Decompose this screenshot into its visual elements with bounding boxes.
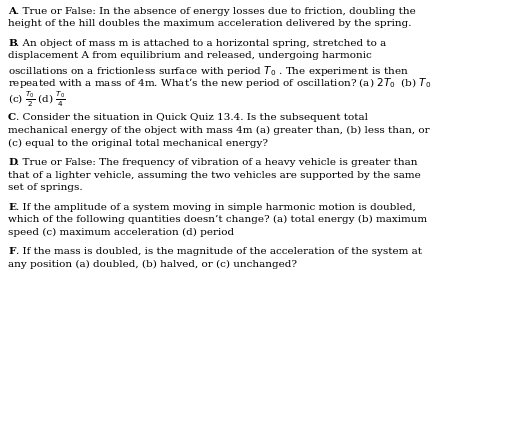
Text: speed (c) maximum acceleration (d) period: speed (c) maximum acceleration (d) perio… xyxy=(8,227,234,237)
Text: C: C xyxy=(8,114,16,122)
Text: D: D xyxy=(8,158,17,167)
Text: E: E xyxy=(8,203,16,211)
Text: . If the amplitude of a system moving in simple harmonic motion is doubled,: . If the amplitude of a system moving in… xyxy=(16,203,416,211)
Text: which of the following quantities doesn’t change? (a) total energy (b) maximum: which of the following quantities doesn’… xyxy=(8,215,427,224)
Text: repeated with a mass of 4m. What’s the new period of oscillation? (a) $2T_0$  (b: repeated with a mass of 4m. What’s the n… xyxy=(8,76,432,90)
Text: height of the hill doubles the maximum acceleration delivered by the spring.: height of the hill doubles the maximum a… xyxy=(8,19,412,29)
Text: (c) equal to the original total mechanical energy?: (c) equal to the original total mechanic… xyxy=(8,138,268,148)
Text: mechanical energy of the object with mass 4m (a) greater than, (b) less than, or: mechanical energy of the object with mas… xyxy=(8,126,430,135)
Text: oscillations on a frictionless surface with period $T_0$ . The experiment is the: oscillations on a frictionless surface w… xyxy=(8,64,409,78)
Text: set of springs.: set of springs. xyxy=(8,183,82,192)
Text: . Consider the situation in Quick Quiz 13.4. Is the subsequent total: . Consider the situation in Quick Quiz 1… xyxy=(16,114,368,122)
Text: that of a lighter vehicle, assuming the two vehicles are supported by the same: that of a lighter vehicle, assuming the … xyxy=(8,170,421,179)
Text: F: F xyxy=(8,247,15,256)
Text: . True or False: The frequency of vibration of a heavy vehicle is greater than: . True or False: The frequency of vibrat… xyxy=(16,158,417,167)
Text: B: B xyxy=(8,39,17,48)
Text: displacement A from equilibrium and released, undergoing harmonic: displacement A from equilibrium and rele… xyxy=(8,51,372,60)
Text: any position (a) doubled, (b) halved, or (c) unchanged?: any position (a) doubled, (b) halved, or… xyxy=(8,260,297,269)
Text: . If the mass is doubled, is the magnitude of the acceleration of the system at: . If the mass is doubled, is the magnitu… xyxy=(16,247,422,256)
Text: . An object of mass m is attached to a horizontal spring, stretched to a: . An object of mass m is attached to a h… xyxy=(16,39,386,48)
Text: . True or False: In the absence of energy losses due to friction, doubling the: . True or False: In the absence of energ… xyxy=(16,7,416,16)
Text: A: A xyxy=(8,7,16,16)
Text: (c) $\frac{T_0}{2}$ (d) $\frac{T_0}{4}$: (c) $\frac{T_0}{2}$ (d) $\frac{T_0}{4}$ xyxy=(8,89,66,109)
